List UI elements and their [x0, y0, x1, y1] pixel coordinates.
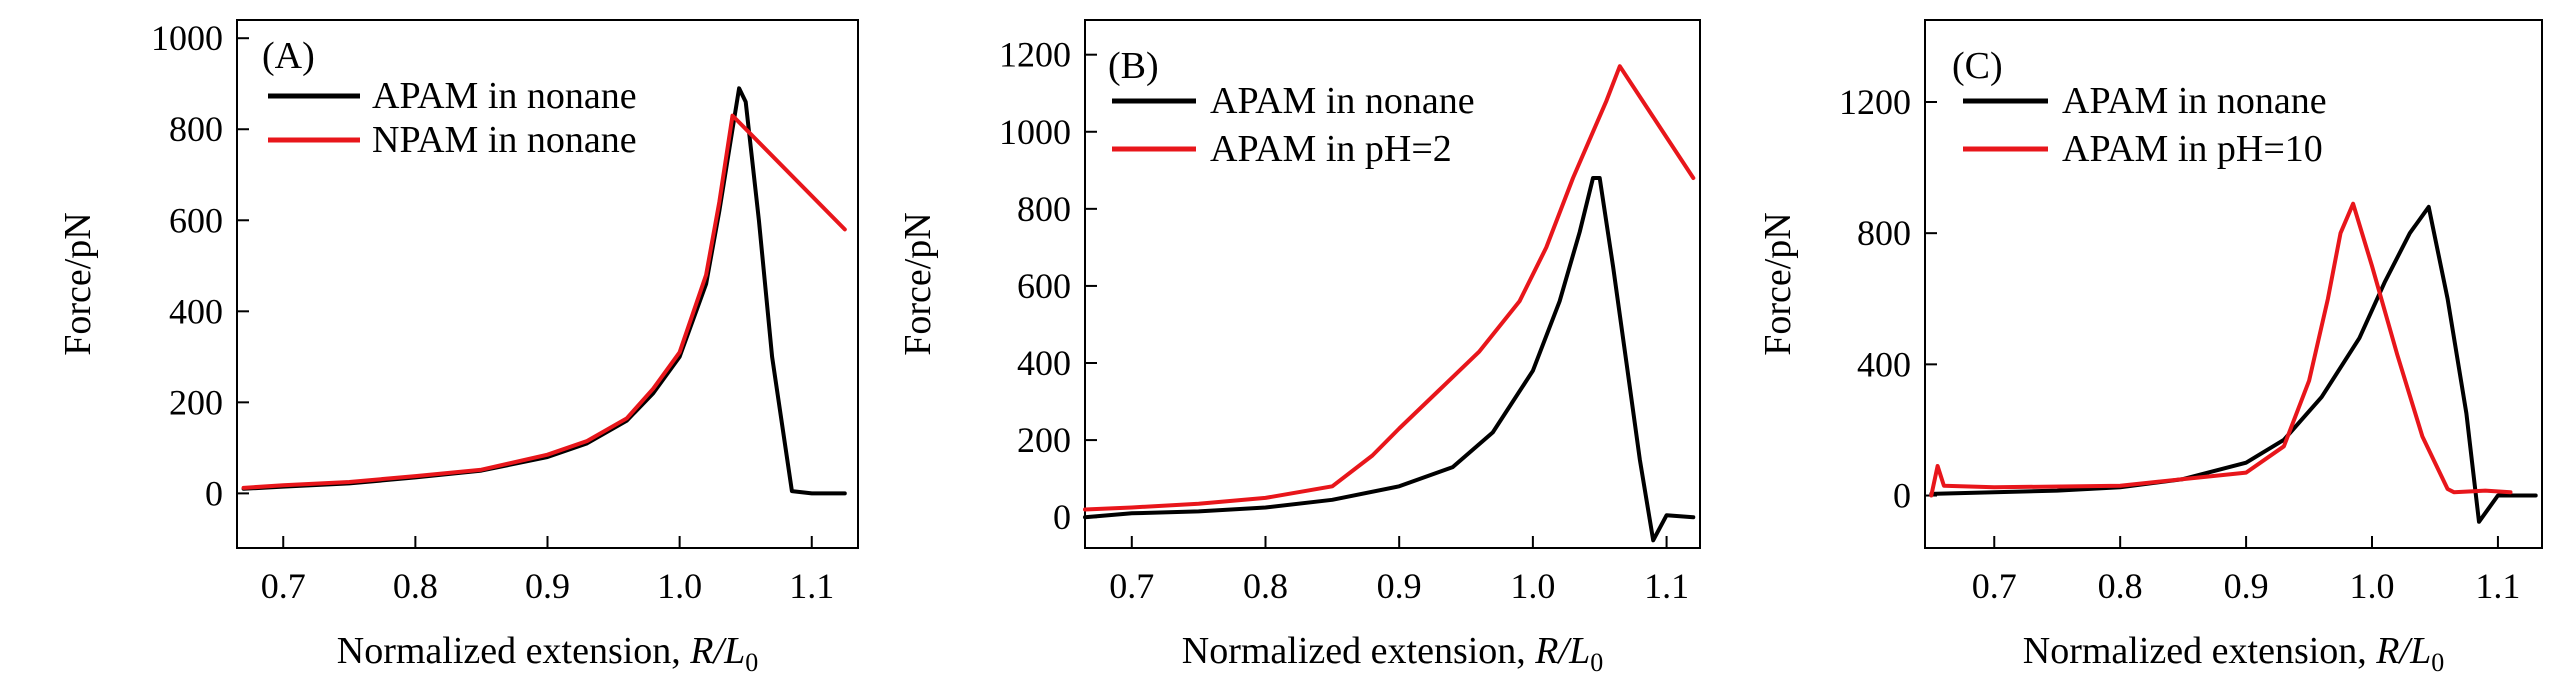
- panel-label: (C): [1952, 45, 2003, 87]
- series-line-2: [1929, 201, 2513, 498]
- y-tick-label: 600: [169, 200, 223, 240]
- series-line-2: [241, 113, 847, 490]
- series-line-1: [1929, 204, 2538, 524]
- legend-label-1: APAM in nonane: [2062, 80, 2327, 122]
- y-tick-label: 1000: [151, 18, 223, 58]
- y-tick-label: 400: [1857, 344, 1911, 384]
- x-tick-label: 1.0: [1510, 566, 1555, 606]
- x-tick-label: 0.9: [2224, 566, 2269, 606]
- y-tick-label: 0: [1053, 497, 1071, 537]
- y-tick-label: 400: [1017, 343, 1071, 383]
- x-tick-label: 1.1: [789, 566, 834, 606]
- x-axis-title-subscript: 0: [2431, 648, 2444, 677]
- y-tick-label: 1000: [999, 112, 1071, 152]
- plot-frame: [1924, 19, 2543, 549]
- x-tick-label: 1.0: [657, 566, 702, 606]
- x-tick-label: 0.9: [1377, 566, 1422, 606]
- panel-label: (A): [262, 35, 315, 77]
- x-tick-label: 0.7: [1109, 566, 1154, 606]
- y-tick-label: 800: [169, 109, 223, 149]
- y-axis-title: Force/pN: [1757, 212, 1799, 356]
- series-line-1: [1083, 176, 1696, 543]
- y-tick-label: 200: [1017, 420, 1071, 460]
- legend-label-2: APAM in pH=2: [1210, 128, 1452, 170]
- x-tick-label: 1.1: [2475, 566, 2520, 606]
- x-axis-title-variable: R/L: [2375, 630, 2431, 672]
- x-axis-title: Normalized extension, R/L0: [337, 630, 758, 677]
- legend-label-1: APAM in nonane: [372, 75, 637, 117]
- panel-label: (B): [1108, 45, 1159, 87]
- legend: APAM in nonane APAM in pH=2: [1112, 80, 1475, 170]
- x-axis-title-text: Normalized extension,: [1182, 630, 1536, 672]
- y-tick-label: 0: [1893, 476, 1911, 516]
- x-tick-label: 0.9: [525, 566, 570, 606]
- x-axis-title-text: Normalized extension,: [337, 630, 691, 672]
- x-axis-title-subscript: 0: [745, 648, 758, 677]
- x-tick-label: 0.7: [261, 566, 306, 606]
- x-axis-title: Normalized extension, R/L0: [1182, 630, 1603, 677]
- x-tick-label: 0.7: [1972, 566, 2017, 606]
- y-tick-label: 800: [1857, 213, 1911, 253]
- plot-frame: [1084, 19, 1701, 549]
- x-axis-title: Normalized extension, R/L0: [2023, 630, 2444, 677]
- legend: APAM in nonane APAM in pH=10: [1963, 80, 2327, 170]
- x-axis-title-subscript: 0: [1590, 648, 1603, 677]
- series-line-2: [1083, 64, 1696, 512]
- x-axis-title-variable: R/L: [1534, 630, 1590, 672]
- y-tick-label: 200: [169, 382, 223, 422]
- x-tick-label: 0.8: [393, 566, 438, 606]
- x-tick-label: 0.8: [2098, 566, 2143, 606]
- x-tick-label: 1.0: [2350, 566, 2395, 606]
- legend-label-2: NPAM in nonane: [372, 119, 637, 161]
- x-tick-label: 0.8: [1243, 566, 1288, 606]
- legend-label-1: APAM in nonane: [1210, 80, 1475, 122]
- x-tick-label: 1.1: [1644, 566, 1689, 606]
- y-tick-label: 1200: [1839, 82, 1911, 122]
- y-tick-label: 1200: [999, 35, 1071, 75]
- y-tick-label: 400: [169, 291, 223, 331]
- x-axis-title-variable: R/L: [689, 630, 745, 672]
- x-axis-title-text: Normalized extension,: [2023, 630, 2377, 672]
- y-axis-title: Force/pN: [897, 212, 939, 356]
- legend-label-2: APAM in pH=10: [2062, 128, 2323, 170]
- y-tick-label: 0: [205, 473, 223, 513]
- y-tick-label: 600: [1017, 266, 1071, 306]
- y-tick-label: 800: [1017, 189, 1071, 229]
- y-axis-title: Force/pN: [57, 212, 99, 356]
